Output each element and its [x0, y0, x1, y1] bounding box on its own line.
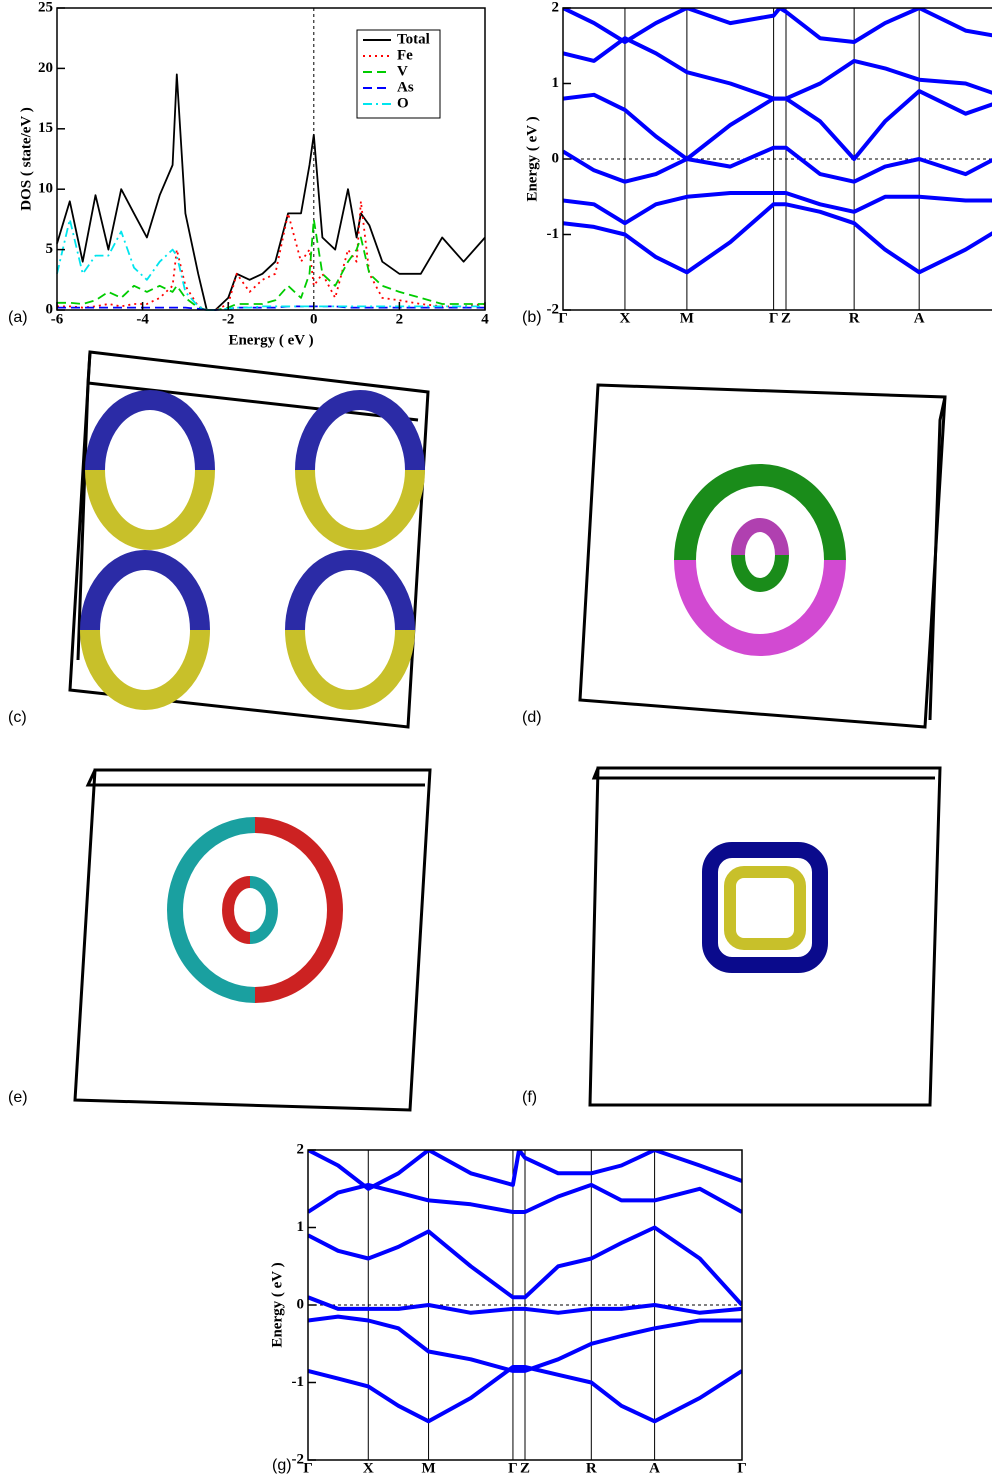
y-tick-label: 2 [297, 1141, 305, 1157]
dos-line [57, 201, 485, 310]
fermi-surface-e [75, 770, 430, 1110]
band [563, 38, 992, 98]
x-tick-label: R [849, 310, 860, 326]
y-tick-label: 0 [552, 150, 560, 166]
band [563, 193, 992, 223]
x-tick-label: 0 [310, 311, 318, 327]
y-tick-label: 15 [38, 120, 53, 136]
fermi-surface-f [590, 768, 940, 1105]
x-tick-label: X [620, 310, 631, 326]
x-tick-label: -6 [51, 311, 64, 327]
x-tick-label: -4 [136, 311, 149, 327]
fermi-surface-d [580, 385, 945, 727]
x-tick-label: Γ [769, 310, 779, 326]
legend-label: O [397, 95, 409, 111]
x-tick-label: Γ [737, 1460, 747, 1476]
x-tick-label: Z [781, 310, 791, 326]
panel-label: (b) [522, 309, 542, 326]
x-tick-label: A [914, 310, 925, 326]
y-tick-label: 25 [38, 0, 53, 15]
band [563, 204, 992, 272]
panel-label: (c) [8, 709, 27, 726]
legend-label: Fe [397, 47, 413, 63]
panel-label: (d) [522, 709, 542, 726]
panel-label: (f) [522, 1089, 537, 1106]
y-tick-label: 0 [297, 1296, 305, 1312]
y-axis-label: Energy ( eV ) [269, 1262, 285, 1347]
x-tick-label: 2 [396, 311, 404, 327]
y-tick-label: 20 [38, 60, 53, 76]
y-tick-label: 1 [297, 1219, 305, 1235]
plot [308, 1150, 742, 1460]
x-tick-label: Γ [558, 310, 568, 326]
x-tick-label: M [680, 310, 694, 326]
y-tick-label: 2 [552, 0, 560, 15]
x-tick-label: R [586, 1460, 597, 1476]
x-tick-label: Γ [508, 1460, 518, 1476]
panel-label: (a) [8, 309, 28, 326]
y-axis-label: DOS ( state/eV ) [18, 107, 34, 210]
y-tick-label: -2 [292, 1451, 305, 1467]
legend-label: As [397, 79, 414, 95]
x-tick-label: M [421, 1460, 435, 1476]
x-tick-label: X [363, 1460, 374, 1476]
figure: 0510152025-6-4-2024Energy ( eV )DOS ( st… [0, 0, 992, 1477]
x-tick-label: Γ [303, 1460, 313, 1476]
y-tick-label: 10 [38, 181, 53, 197]
plot-frame [563, 8, 992, 310]
y-tick-label: -2 [547, 301, 560, 317]
y-tick-label: -1 [292, 1374, 305, 1390]
x-tick-label: -2 [222, 311, 235, 327]
y-tick-label: 5 [46, 241, 54, 257]
legend-label: V [397, 63, 408, 79]
fermi-surface-c [70, 352, 428, 727]
plot [563, 8, 992, 310]
band [563, 148, 992, 182]
x-tick-label: A [649, 1460, 660, 1476]
band [563, 8, 992, 42]
panel-label: (e) [8, 1089, 28, 1106]
x-tick-label: Z [520, 1460, 530, 1476]
y-axis-label: Energy ( eV ) [524, 116, 540, 201]
y-tick-label: -1 [547, 226, 560, 242]
x-tick-label: 4 [481, 311, 489, 327]
y-tick-label: 1 [552, 75, 560, 91]
x-axis-label: Energy ( eV ) [228, 332, 313, 348]
legend-label: Total [397, 31, 430, 47]
panel-label: (g) [272, 1457, 292, 1474]
